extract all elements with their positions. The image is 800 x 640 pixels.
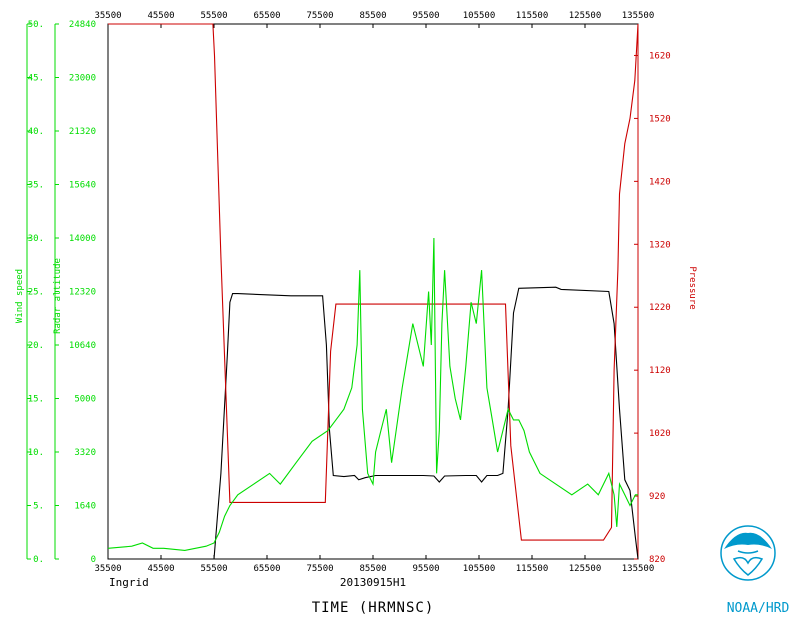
series-lines [107,23,639,560]
axis-tick-label: 50. [28,20,44,30]
agency-label: NOAA/HRD [727,601,790,616]
axis-tick-label: 1320 [649,240,671,250]
altitude-axis-label: Radar altitude [53,258,63,334]
top-x-tick-label: 45500 [147,11,174,21]
axis-tick-label: 30. [28,234,44,244]
axis-tick-label: 1640 [74,502,96,512]
axis-tick-label: 5. [33,502,44,512]
bottom-x-tick-label: 55500 [200,564,227,574]
top-x-tick-label: 115500 [516,11,549,21]
top-x-tick-label: 55500 [200,11,227,21]
axis-tick-label: 45. [28,74,44,84]
axis-tick-label: 14000 [69,234,96,244]
axis-tick-label: 0 [91,555,96,565]
axis-tick-label: 24840 [69,20,96,30]
axis-tick-label: 12320 [69,288,96,298]
axis-tick-label: 5000 [74,395,96,405]
wind-speed-axis: 0. 5. 10. 15. 20. 25. 30. 35. 40. 45. 50. [26,20,44,565]
storm-name: Ingrid [109,576,149,589]
axis-tick-label: 920 [649,492,665,502]
axis-tick-label: 15. [28,395,44,405]
wind-series-line [107,237,638,551]
top-x-tick-label: 95500 [412,11,439,21]
bottom-x-tick-label: 35500 [94,564,121,574]
pressure-axis-label: Pressure [687,266,697,309]
bottom-x-tick-label: 65500 [253,564,280,574]
bottom-x-tick-label: 105500 [463,564,496,574]
pressure-series-line [108,23,639,541]
top-x-tick-label: 125500 [569,11,602,21]
axis-tick-label: 21320 [69,127,96,137]
axis-tick-label: 3320 [74,448,96,458]
axis-tick-label: 10640 [69,341,96,351]
top-x-tick-label: 135500 [622,11,655,21]
axis-tick-label: 23000 [69,74,96,84]
axis-tick-label: 15640 [69,181,96,191]
axis-tick-label: 40. [28,127,44,137]
axis-tick-label: 820 [649,555,665,565]
bottom-x-tick-label: 45500 [147,564,174,574]
noaa-logo [720,525,776,581]
bottom-x-tick-label: 135500 [622,564,655,574]
top-x-tick-label: 75500 [306,11,333,21]
axis-tick-label: 1220 [649,303,671,313]
bottom-x-tick-label: 75500 [306,564,333,574]
flight-id: 20130915H1 [340,576,406,589]
altitude-series-line [108,286,639,560]
axis-tick-label: 25. [28,288,44,298]
bottom-x-tick-label: 85500 [359,564,386,574]
axis-tick-label: 35. [28,181,44,191]
wind-axis-label: Wind speed [15,269,25,323]
axis-tick-label: 1020 [649,429,671,439]
top-x-tick-label: 85500 [359,11,386,21]
bottom-x-tick-label: 95500 [412,564,439,574]
top-x-axis: 35500 45500 55500 65500 75500 85500 95500 10550… [94,11,654,28]
top-x-tick-label: 35500 [94,11,121,21]
axis-tick-label: 20. [28,341,44,351]
top-x-tick-label: 65500 [253,11,280,21]
axis-tick-label: 1420 [649,177,671,187]
radar-altitude-axis: 0 1640 3320 5000 10640 12320 14000 15640 21320 23… [54,20,96,565]
axis-tick-label: 1520 [649,114,671,124]
axis-tick-label: 1620 [649,51,671,61]
top-x-tick-label: 105500 [463,11,496,21]
bottom-x-tick-label: 125500 [569,564,602,574]
axis-tick-label: 10. [28,448,44,458]
x-axis-title: TIME (HRMNSC) [312,600,435,616]
axis-tick-label: 0. [33,555,44,565]
bottom-x-tick-label: 115500 [516,564,549,574]
pressure-axis: 820 920 1020 1120 1220 1320 1420 1520 1620 [634,24,671,565]
axis-tick-label: 1120 [649,366,671,376]
bottom-x-axis: 35500 45500 55500 65500 75500 85500 95500 10550… [94,555,654,574]
